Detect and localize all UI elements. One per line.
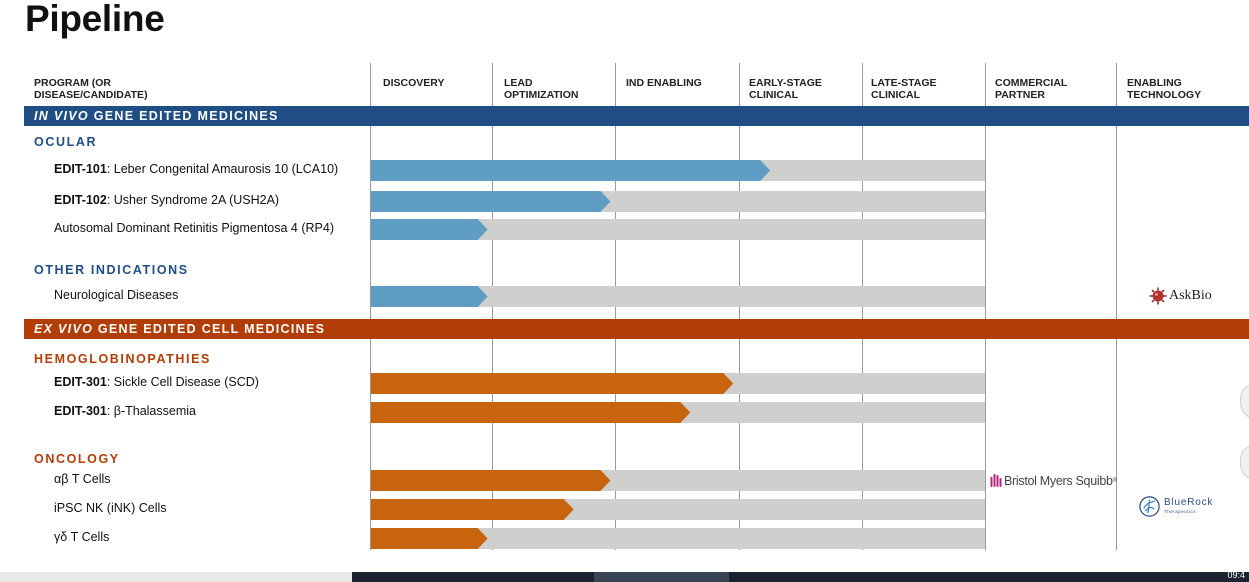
page-title: Pipeline <box>25 0 165 39</box>
progress-arrow <box>371 219 488 240</box>
progress-bar <box>371 160 771 181</box>
row-label: αβ T Cells <box>54 472 111 486</box>
column-header-program: PROGRAM (OR DISEASE/CANDIDATE) <box>34 77 148 101</box>
row-candidate: EDIT-101 <box>54 162 107 176</box>
progress-arrow <box>371 373 734 394</box>
right-edge-handle[interactable] <box>1240 383 1249 419</box>
bluerock-sublabel: Therapeutics <box>1164 508 1197 514</box>
bms-hands-icon <box>990 474 1002 487</box>
askbio-label: AskBio <box>1169 288 1212 303</box>
askbio-virus-icon <box>1149 287 1167 305</box>
row-label: γδ T Cells <box>54 530 109 544</box>
column-header-early-stage: EARLY-STAGE CLINICAL <box>749 77 822 101</box>
band-in-vivo: IN VIVO GENE EDITED MEDICINES <box>24 106 1249 126</box>
bms-trademark: ® <box>1112 478 1118 484</box>
progress-bar <box>371 191 611 212</box>
band-ex-vivo: EX VIVO GENE EDITED CELL MEDICINES <box>24 319 1249 339</box>
askbio-logo: AskBio <box>1149 287 1212 305</box>
row-candidate: EDIT-301 <box>54 375 107 389</box>
progress-arrow <box>371 160 771 181</box>
band-ex-vivo-text: GENE EDITED CELL MEDICINES <box>93 322 326 336</box>
row-indication: Neurological Diseases <box>54 288 179 302</box>
progress-track <box>371 528 985 549</box>
progress-arrow <box>371 528 488 549</box>
row-label: EDIT-102: Usher Syndrome 2A (USH2A) <box>54 193 279 207</box>
progress-bar <box>371 402 691 423</box>
progress-bar <box>371 219 488 240</box>
bms-logo: Bristol Myers Squibb ® <box>990 473 1117 489</box>
column-divider <box>370 63 371 550</box>
bluerock-emblem-icon <box>1139 496 1160 517</box>
progress-arrow <box>371 499 574 520</box>
section-other-indications: OTHER INDICATIONS <box>34 263 189 277</box>
row-label: EDIT-301: Sickle Cell Disease (SCD) <box>54 375 259 389</box>
progress-track <box>371 219 985 240</box>
row-indication: γδ T Cells <box>54 530 110 544</box>
taskbar: 09:4 <box>0 570 1249 582</box>
band-in-vivo-italic: IN VIVO <box>34 109 89 123</box>
row-candidate: EDIT-102 <box>54 193 107 207</box>
band-in-vivo-text: GENE EDITED MEDICINES <box>88 109 279 123</box>
column-header-ind-enabling: IND ENABLING <box>626 77 702 89</box>
row-indication: Autosomal Dominant Retinitis Pigmentosa … <box>54 221 334 235</box>
taskbar-search-area[interactable] <box>0 572 352 582</box>
row-candidate: EDIT-301 <box>54 404 107 418</box>
taskbar-active-app[interactable] <box>594 572 729 582</box>
bms-label: Bristol Myers Squibb <box>1004 474 1113 488</box>
progress-bar <box>371 373 734 394</box>
progress-track <box>371 286 985 307</box>
section-hemoglobinopathies: HEMOGLOBINOPATHIES <box>34 352 211 366</box>
taskbar-clock: 09:4 <box>1227 570 1245 580</box>
row-indication: αβ T Cells <box>54 472 111 486</box>
right-edge-handle[interactable] <box>1240 444 1249 480</box>
row-label: Neurological Diseases <box>54 288 178 302</box>
bluerock-label: BlueRock <box>1164 496 1214 508</box>
row-indication: : Usher Syndrome 2A (USH2A) <box>106 193 280 207</box>
column-header-discovery: DISCOVERY <box>383 77 445 89</box>
column-header-enabling-technology: ENABLING TECHNOLOGY <box>1127 77 1202 101</box>
column-header-commercial-partner: COMMERCIAL PARTNER <box>995 77 1068 101</box>
row-indication: : Sickle Cell Disease (SCD) <box>106 375 259 389</box>
column-header-lead-optimization: LEAD OPTIMIZATION <box>504 77 579 101</box>
row-label: EDIT-301: β-Thalassemia <box>54 404 196 418</box>
progress-arrow <box>371 286 488 307</box>
section-oncology: ONCOLOGY <box>34 452 120 466</box>
progress-bar <box>371 470 611 491</box>
column-divider <box>985 63 986 550</box>
column-header-late-stage: LATE-STAGE CLINICAL <box>871 77 937 101</box>
column-divider <box>1116 63 1117 550</box>
row-label: Autosomal Dominant Retinitis Pigmentosa … <box>54 221 334 235</box>
section-ocular: OCULAR <box>34 135 98 149</box>
row-label: EDIT-101: Leber Congenital Amaurosis 10 … <box>54 162 338 176</box>
progress-bar <box>371 499 574 520</box>
row-label: iPSC NK (iNK) Cells <box>54 501 167 515</box>
row-indication: : Leber Congenital Amaurosis 10 (LCA10) <box>106 162 339 176</box>
band-ex-vivo-italic: EX VIVO <box>34 322 94 336</box>
progress-arrow <box>371 402 691 423</box>
progress-arrow <box>371 191 611 212</box>
progress-bar <box>371 528 488 549</box>
row-indication: iPSC NK (iNK) Cells <box>54 501 167 515</box>
bluerock-logo: BlueRock Therapeutics <box>1138 495 1213 518</box>
progress-bar <box>371 286 488 307</box>
progress-arrow <box>371 470 611 491</box>
row-indication: : β-Thalassemia <box>106 404 196 418</box>
